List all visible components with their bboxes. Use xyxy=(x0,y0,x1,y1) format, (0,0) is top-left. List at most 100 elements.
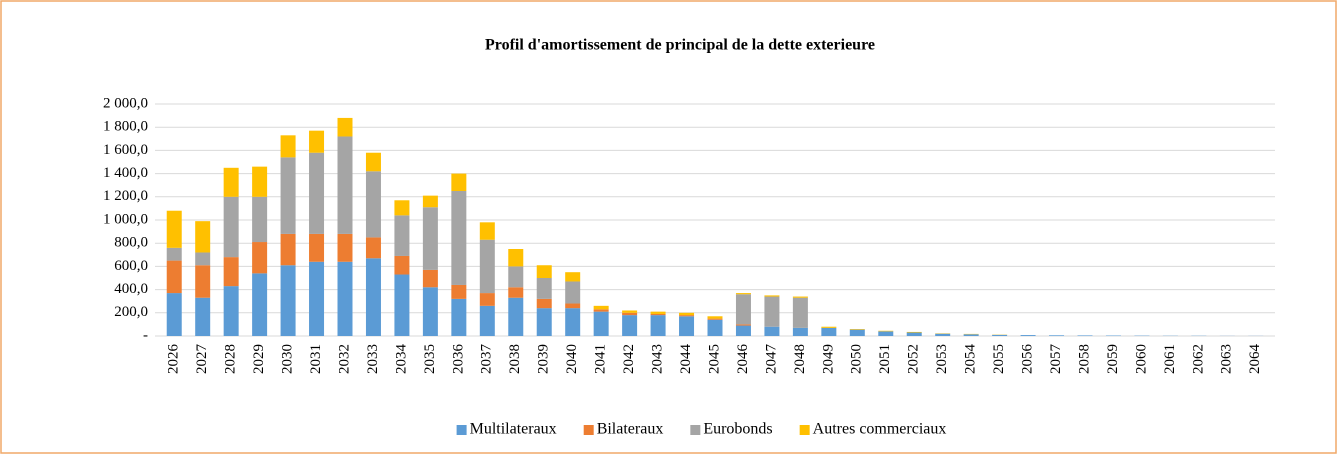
bar-segment xyxy=(594,309,609,311)
bar-segment xyxy=(338,136,353,233)
bar-segment xyxy=(935,334,950,336)
bar-segment xyxy=(679,316,694,336)
bar-segment xyxy=(537,265,552,278)
bar-segment xyxy=(338,118,353,137)
bar-segment xyxy=(708,316,723,318)
bar-segment xyxy=(736,324,751,325)
bar-segment xyxy=(281,234,296,265)
bar-segment xyxy=(708,320,723,336)
legend-label: Bilateraux xyxy=(597,421,664,438)
x-tick-label: 2054 xyxy=(963,344,979,375)
x-tick-label: 2050 xyxy=(849,344,865,374)
bar-segment xyxy=(537,308,552,336)
bar-segment xyxy=(821,328,836,336)
x-tick-label: 2033 xyxy=(365,344,381,374)
bar-segment xyxy=(451,191,466,285)
y-tick-label: 1 800,0 xyxy=(103,119,148,135)
x-tick-label: 2037 xyxy=(479,344,495,375)
x-tick-label: 2053 xyxy=(934,344,950,374)
legend-swatch xyxy=(690,425,700,435)
bar-segment xyxy=(793,297,808,298)
bar-segment xyxy=(338,234,353,262)
bar-segment xyxy=(622,310,637,312)
x-tick-label: 2041 xyxy=(593,344,609,374)
bar-segment xyxy=(195,252,210,265)
bar-segment xyxy=(480,306,495,336)
x-tick-label: 2057 xyxy=(1048,344,1064,375)
bar-segment xyxy=(309,262,324,336)
bar-segment xyxy=(195,265,210,297)
bar-segment xyxy=(224,286,239,336)
bar-segment xyxy=(508,266,523,287)
y-tick-label: 1 000,0 xyxy=(103,211,148,227)
bar-segment xyxy=(451,299,466,336)
x-tick-label: 2045 xyxy=(706,344,722,374)
x-tick-label: 2055 xyxy=(991,344,1007,374)
x-tick-label: 2064 xyxy=(1247,344,1263,375)
bar-segment xyxy=(878,331,893,336)
x-tick-label: 2028 xyxy=(223,344,239,374)
bar-segment xyxy=(252,197,267,242)
bar-segment xyxy=(850,330,865,336)
bar-segment xyxy=(565,304,580,309)
bar-segment xyxy=(736,293,751,294)
bar-segment xyxy=(622,315,637,336)
bar-segment xyxy=(423,207,438,270)
bar-segment xyxy=(224,168,239,197)
x-tick-label: 2047 xyxy=(763,344,779,375)
bar-segment xyxy=(622,313,637,315)
bar-segment xyxy=(366,258,381,336)
bar-segment xyxy=(1021,335,1036,336)
bar-segment xyxy=(907,332,922,333)
bar-segment xyxy=(366,153,381,172)
bar-segment xyxy=(651,314,666,315)
x-tick-label: 2038 xyxy=(507,344,523,374)
bar-segment xyxy=(565,272,580,281)
bar-segment xyxy=(679,315,694,316)
x-tick-label: 2026 xyxy=(166,344,182,375)
bar-segment xyxy=(508,249,523,266)
legend-swatch xyxy=(800,425,810,435)
x-tick-label: 2042 xyxy=(621,344,637,374)
bar-segment xyxy=(394,200,409,215)
bar-segment xyxy=(252,273,267,336)
y-tick-label: - xyxy=(143,327,148,343)
x-tick-label: 2061 xyxy=(1162,344,1178,374)
x-tick-label: 2043 xyxy=(650,344,666,374)
bar-segment xyxy=(537,278,552,299)
x-tick-label: 2029 xyxy=(251,344,267,374)
x-tick-label: 2035 xyxy=(422,344,438,374)
x-tick-label: 2051 xyxy=(877,344,893,374)
bar-segment xyxy=(167,293,182,336)
bar-segment xyxy=(366,237,381,258)
x-tick-label: 2058 xyxy=(1076,344,1092,374)
bar-segment xyxy=(281,135,296,157)
bar-segment xyxy=(423,196,438,208)
legend-swatch xyxy=(584,425,594,435)
bar-segment xyxy=(793,298,808,328)
bar-segment xyxy=(366,171,381,237)
y-tick-label: 800,0 xyxy=(114,235,148,251)
bar-segment xyxy=(309,131,324,153)
x-tick-label: 2030 xyxy=(280,344,296,374)
bar-segment xyxy=(565,281,580,303)
bar-segment xyxy=(195,298,210,336)
x-tick-label: 2046 xyxy=(735,344,751,375)
x-tick-label: 2034 xyxy=(393,344,409,375)
bar-segment xyxy=(850,329,865,330)
bar-segment xyxy=(708,319,723,320)
bar-segment xyxy=(764,297,779,327)
bar-segment xyxy=(252,167,267,197)
y-tick-label: 1 600,0 xyxy=(103,142,148,158)
bar-segment xyxy=(565,308,580,336)
bar-segment xyxy=(451,285,466,299)
bar-segment xyxy=(594,312,609,336)
y-tick-label: 400,0 xyxy=(114,281,148,297)
bar-segment xyxy=(508,298,523,336)
bar-segment xyxy=(964,334,979,336)
x-tick-label: 2031 xyxy=(308,344,324,374)
bar-segment xyxy=(1078,335,1093,336)
bar-segment xyxy=(679,313,694,315)
bar-segment xyxy=(480,222,495,239)
